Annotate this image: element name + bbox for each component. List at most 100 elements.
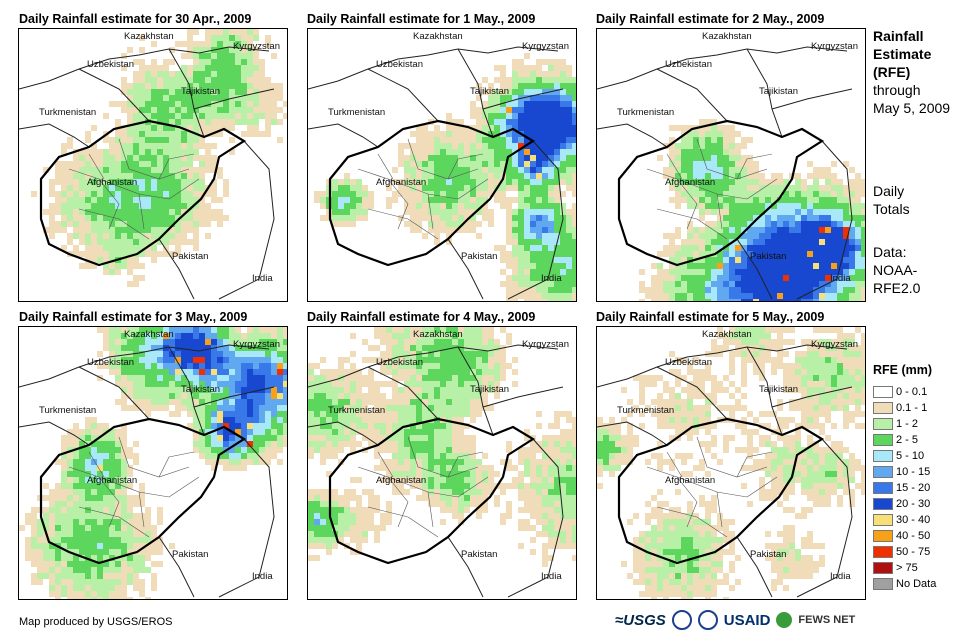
map-label-tajikistan: Tajikistan [181,384,221,395]
rainfall-raster [19,29,287,300]
map-label-kyrgyzstan: Kyrgyzstan [522,41,569,52]
map-label-tajikistan: Tajikistan [470,384,510,395]
map-label-tajikistan: Tajikistan [759,86,799,97]
legend-swatch [873,530,893,542]
afghanistan-border [328,417,536,565]
map-label-afghanistan: Afghanistan [87,475,138,486]
legend-item: 30 - 40 [873,513,930,527]
map-label-afghanistan: Afghanistan [376,177,427,188]
map-label-uzbekistan: Uzbekistan [665,357,712,368]
side-daily: Daily [873,183,905,199]
map-label-uzbekistan: Uzbekistan [665,59,712,70]
rainfall-raster [308,46,576,301]
legend-swatch [873,386,893,398]
side-daily-totals: Daily Totals [873,182,910,218]
rainfall-raster [597,327,865,599]
map-label-kazakhstan: Kazakhstan [124,329,174,340]
legend-label: 15 - 20 [896,482,931,494]
legend-swatch [873,498,893,510]
legend-title: RFE (mm) [873,363,933,377]
legend-item: 40 - 50 [873,529,930,543]
legend-swatch [873,514,893,526]
side-source2: RFE2.0 [873,280,921,296]
map-label-pakistan: Pakistan [750,251,787,262]
legend-item: 0 - 0.1 [873,385,927,399]
legend-label: 0 - 0.1 [896,386,928,398]
map-label-turkmenistan: Turkmenistan [328,405,386,416]
legend-swatch [873,418,893,430]
map-label-kyrgyzstan: Kyrgyzstan [233,339,280,350]
legend-swatch [873,562,893,574]
legend-swatch [873,434,893,446]
panel-title-1: Daily Rainfall estimate for 30 Apr., 200… [19,12,252,26]
map-label-uzbekistan: Uzbekistan [376,357,423,368]
map-label-pakistan: Pakistan [172,549,209,560]
map-label-india: India [252,571,273,582]
side-data-label: Data: [873,244,907,260]
map-label-kyrgyzstan: Kyrgyzstan [811,41,858,52]
map-label-uzbekistan: Uzbekistan [87,59,134,70]
legend-swatch [873,482,893,494]
afghanistan-border [39,417,247,565]
legend-label: No Data [896,578,937,590]
map-label-kyrgyzstan: Kyrgyzstan [811,339,858,350]
side-title: Rainfall Estimate (RFE) through May 5, 2… [873,27,950,117]
afghanistan-border [617,119,825,267]
legend-label: 10 - 15 [896,466,931,478]
map-label-kazakhstan: Kazakhstan [702,329,752,340]
legend-item: No Data [873,577,936,591]
legend-label: 50 - 75 [896,546,931,558]
panel-title-6: Daily Rainfall estimate for 5 May., 2009 [596,310,825,324]
rainfall-map-2may: Kazakhstan Kyrgyzstan Uzbekistan Tajikistan… [596,28,866,302]
legend-label: > 75 [896,562,918,574]
fews-net-logo: FEWS NET [798,614,856,626]
panel-title-4: Daily Rainfall estimate for 3 May., 2009 [19,310,248,324]
legend-swatch [873,402,893,414]
map-label-india: India [541,571,562,582]
legend-item: 0.1 - 1 [873,401,927,415]
map-label-pakistan: Pakistan [172,251,209,262]
map-label-afghanistan: Afghanistan [665,475,716,486]
legend-label: 0.1 - 1 [896,402,928,414]
map-label-kyrgyzstan: Kyrgyzstan [233,41,280,52]
side-title-line1: Rainfall [873,28,924,44]
legend-item: 20 - 30 [873,497,930,511]
map-label-tajikistan: Tajikistan [759,384,799,395]
map-label-turkmenistan: Turkmenistan [617,107,675,118]
usgs-logo: ≈USGS [615,611,666,629]
map-label-india: India [830,571,851,582]
side-title-line2: Estimate [873,46,932,62]
map-label-turkmenistan: Turkmenistan [328,107,386,118]
side-date: May 5, 2009 [873,100,951,116]
legend-item: 1 - 2 [873,417,918,431]
legend-label: 20 - 30 [896,498,931,510]
afghanistan-border [328,119,536,267]
map-credit: Map produced by USGS/EROS [19,616,173,628]
panel-title-2: Daily Rainfall estimate for 1 May., 2009 [307,12,536,26]
map-label-afghanistan: Afghanistan [665,177,716,188]
map-label-afghanistan: Afghanistan [87,177,138,188]
map-label-afghanistan: Afghanistan [376,475,427,486]
legend-item: 5 - 10 [873,449,924,463]
map-label-turkmenistan: Turkmenistan [617,405,675,416]
legend-swatch [873,466,893,478]
map-label-india: India [830,273,851,284]
map-label-uzbekistan: Uzbekistan [87,357,134,368]
map-label-tajikistan: Tajikistan [181,86,221,97]
legend-label: 5 - 10 [896,450,925,462]
map-label-turkmenistan: Turkmenistan [39,107,97,118]
map-label-pakistan: Pakistan [461,549,498,560]
legend-item: 10 - 15 [873,465,930,479]
legend-label: 1 - 2 [896,418,919,430]
noaa-logo-icon [671,610,692,630]
map-label-kazakhstan: Kazakhstan [702,31,752,42]
footer-logos: ≈USGS USAID FEWS NET [615,610,855,630]
legend-label: 40 - 50 [896,530,931,542]
legend-item: 2 - 5 [873,433,918,447]
rainfall-raster [308,327,576,598]
map-label-turkmenistan: Turkmenistan [39,405,97,416]
usaid-logo: USAID [723,611,771,629]
rainfall-map-3may: Kazakhstan Kyrgyzstan Uzbekistan Tajikistan… [18,326,288,600]
map-label-india: India [541,273,562,284]
map-label-kyrgyzstan: Kyrgyzstan [522,339,569,350]
